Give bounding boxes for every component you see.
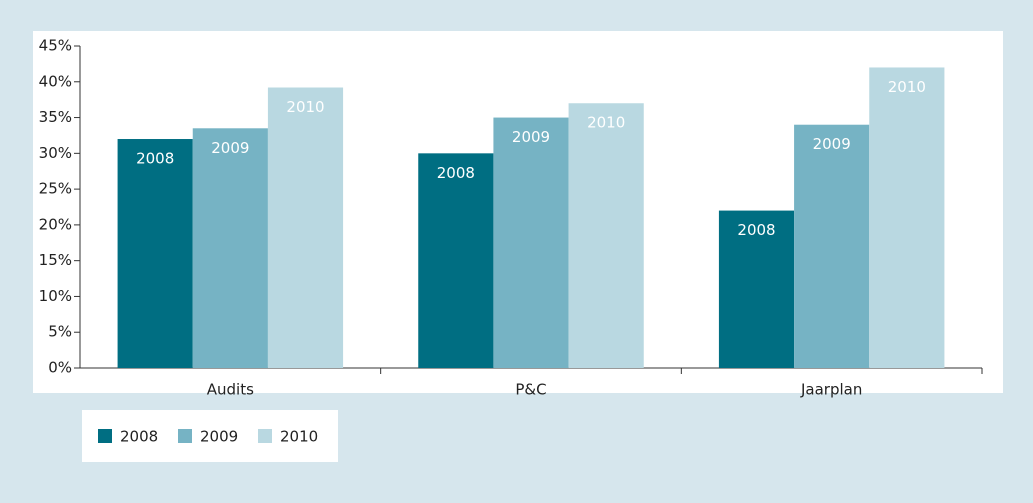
- bar-label: 2010: [286, 98, 324, 116]
- y-tick-label: 15%: [39, 251, 72, 269]
- y-tick-label: 25%: [39, 180, 72, 198]
- bar: [869, 67, 945, 368]
- y-tick-label: 45%: [39, 37, 72, 55]
- bar-label: 2008: [437, 164, 475, 182]
- x-tick-label: Audits: [207, 381, 254, 399]
- legend-swatch: [258, 429, 272, 443]
- legend-swatch: [178, 429, 192, 443]
- legend-swatch: [98, 429, 112, 443]
- bar-label: 2008: [737, 221, 775, 239]
- legend-label: 2009: [200, 428, 238, 446]
- x-tick-label: Jaarplan: [800, 381, 862, 399]
- y-tick-label: 35%: [39, 108, 72, 126]
- x-tick-label: P&C: [515, 381, 546, 399]
- bar: [117, 139, 193, 368]
- bar-label: 2010: [888, 78, 926, 96]
- bar-label: 2010: [587, 114, 625, 132]
- bar: [718, 210, 795, 368]
- y-tick-label: 10%: [39, 287, 72, 305]
- y-tick-label: 5%: [48, 323, 72, 341]
- bar: [192, 128, 268, 368]
- bar-label: 2009: [512, 128, 550, 146]
- legend-box: [82, 410, 338, 462]
- legend-label: 2008: [120, 428, 158, 446]
- bar: [267, 87, 344, 368]
- bar: [568, 103, 644, 368]
- bar: [794, 124, 870, 368]
- legend-label: 2010: [280, 428, 318, 446]
- bar-label: 2008: [136, 150, 174, 168]
- bar: [493, 117, 569, 368]
- bar: [418, 153, 494, 368]
- bar-label: 2009: [211, 139, 249, 157]
- y-tick-label: 30%: [39, 144, 72, 162]
- y-tick-label: 40%: [39, 72, 72, 90]
- y-tick-label: 0%: [48, 359, 72, 377]
- bar-label: 2009: [813, 135, 851, 153]
- y-tick-label: 20%: [39, 215, 72, 233]
